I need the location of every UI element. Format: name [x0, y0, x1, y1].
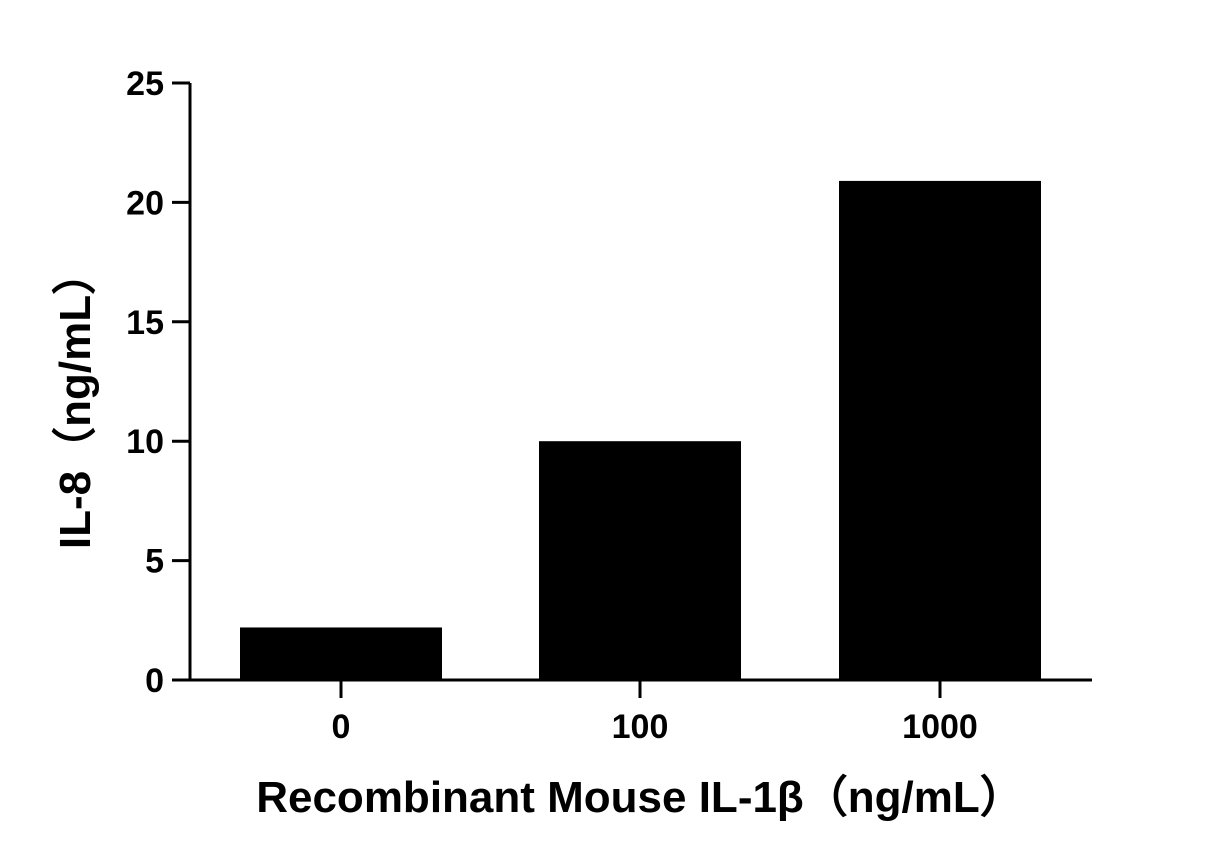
x-tick-label-100: 100 — [612, 708, 669, 746]
bar-1000 — [839, 180, 1041, 680]
bar-100 — [539, 441, 741, 680]
y-axis-title: IL-8（ng/mL） — [51, 251, 100, 549]
y-tick-label-15: 15 — [126, 304, 164, 342]
x-tick-label-1000: 1000 — [902, 708, 978, 746]
y-tick-label-25: 25 — [126, 65, 164, 103]
y-tick-label-10: 10 — [126, 423, 164, 461]
x-ticks-group: 0 100 1000 — [332, 680, 978, 746]
x-tick-label-0: 0 — [332, 708, 351, 746]
y-tick-label-0: 0 — [145, 662, 164, 700]
bars-group — [240, 180, 1041, 680]
x-axis-title: Recombinant Mouse IL-1β（ng/mL） — [256, 773, 1024, 822]
y-tick-label-5: 5 — [145, 543, 164, 581]
bar-0 — [240, 627, 442, 680]
y-ticks-group: 0 5 10 15 20 25 — [126, 65, 190, 700]
y-tick-label-20: 20 — [126, 184, 164, 222]
